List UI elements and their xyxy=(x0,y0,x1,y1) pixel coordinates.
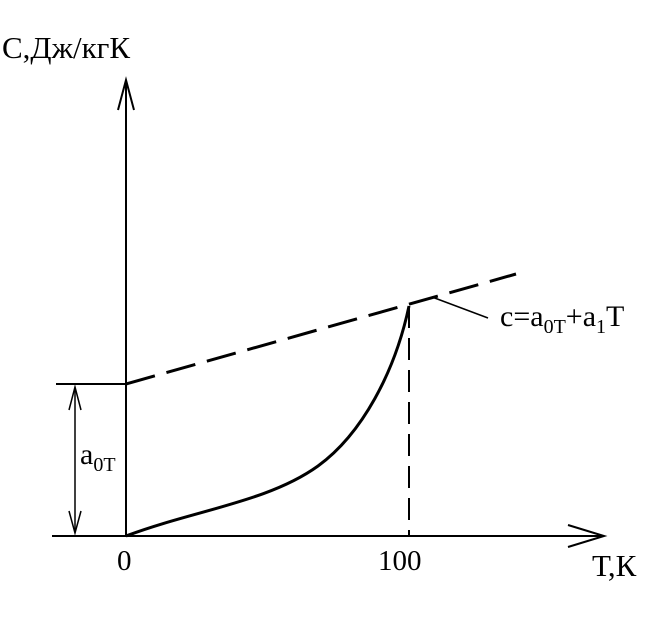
formula-part-2: +a xyxy=(566,300,596,333)
formula-leader-line xyxy=(431,296,489,319)
intercept-label: a0T xyxy=(80,438,116,476)
intercept-label-subscript: 0T xyxy=(93,454,115,476)
y-axis-label: С,Дж/кгК xyxy=(2,30,130,65)
x-axis-arrowhead xyxy=(567,524,608,548)
intercept-dimension-arrow-bottom xyxy=(68,510,82,536)
formula-part-3: T xyxy=(606,300,624,333)
intercept-label-base: a xyxy=(80,438,93,471)
formula-part-1: c=a xyxy=(500,300,544,333)
formula-subscript-2: 1 xyxy=(596,316,606,338)
origin-tick-label: 0 xyxy=(117,545,132,577)
y-axis-arrowhead xyxy=(117,76,135,111)
x-tick-label-100: 100 xyxy=(378,545,422,577)
linear-asymptote-dashed xyxy=(125,272,517,386)
formula-subscript-1: 0T xyxy=(544,316,566,338)
intercept-dimension-arrow-top xyxy=(68,384,82,411)
heat-capacity-curve xyxy=(125,305,411,538)
formula-label: c=a0T+a1T xyxy=(500,300,624,338)
x-axis-label: Т,К xyxy=(592,548,637,583)
